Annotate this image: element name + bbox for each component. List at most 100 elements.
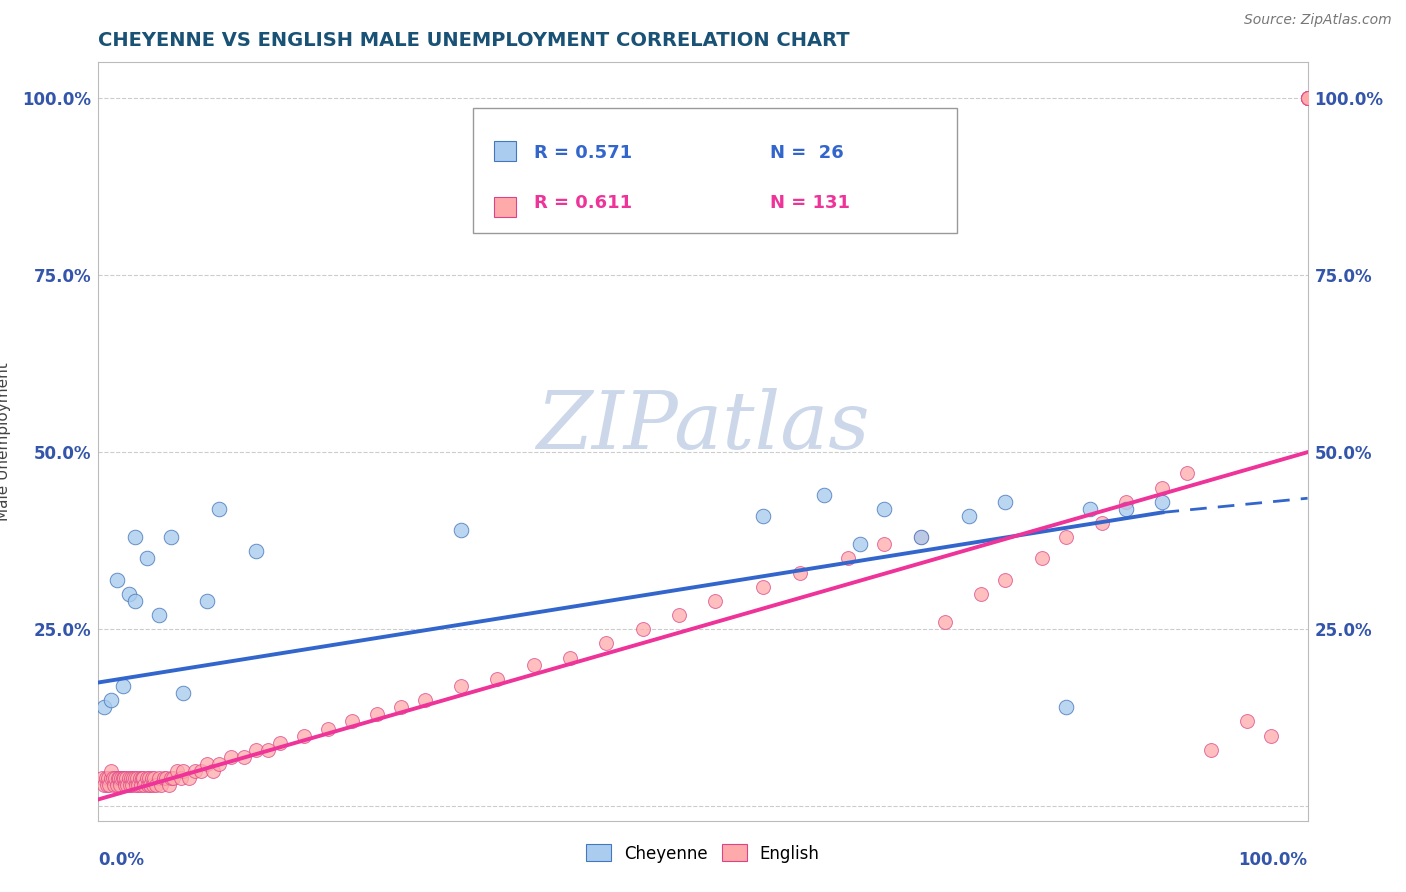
Point (122, 771, 145, 785)
Point (120, 771, 142, 785)
Point (142, 778, 165, 792)
Point (752, 580, 775, 594)
Point (101, 771, 124, 785)
Point (160, 530, 183, 544)
Text: N = 131: N = 131 (769, 194, 849, 212)
Point (1296, 91, 1319, 105)
Point (179, 771, 201, 785)
Point (389, 700, 412, 714)
Point (172, 686, 194, 700)
Point (100, 771, 122, 785)
Point (970, 587, 993, 601)
Point (103, 778, 125, 792)
Point (704, 594, 727, 608)
Point (129, 778, 152, 792)
Point (117, 778, 139, 792)
Point (125, 778, 148, 792)
Point (1115, 501, 1137, 516)
Point (1236, 714, 1258, 729)
Point (108, 778, 131, 792)
Point (148, 608, 170, 623)
Text: Source: ZipAtlas.com: Source: ZipAtlas.com (1244, 13, 1392, 28)
Point (152, 771, 174, 785)
Point (124, 771, 146, 785)
Point (93, 700, 115, 714)
Point (910, 530, 932, 544)
Point (668, 608, 690, 623)
Point (97, 771, 120, 785)
Point (813, 488, 835, 502)
Point (135, 771, 157, 785)
Point (139, 778, 162, 792)
Point (342, 714, 364, 729)
Point (1296, 91, 1319, 105)
Point (221, 750, 243, 764)
Point (232, 750, 254, 764)
Legend: Cheyenne, English: Cheyenne, English (579, 838, 827, 869)
Point (558, 650, 581, 665)
Point (121, 778, 143, 792)
Point (1296, 91, 1319, 105)
Text: N =  26: N = 26 (769, 144, 844, 161)
FancyBboxPatch shape (474, 108, 957, 233)
Point (1031, 551, 1053, 566)
Point (93, 778, 115, 792)
Point (136, 778, 159, 792)
Point (134, 778, 156, 792)
FancyBboxPatch shape (494, 197, 516, 218)
Point (789, 566, 811, 580)
Point (115, 771, 138, 785)
Point (1296, 91, 1319, 105)
Text: 100.0%: 100.0% (1239, 851, 1308, 869)
Point (450, 679, 472, 693)
Point (1152, 481, 1174, 495)
Point (96, 778, 118, 792)
FancyBboxPatch shape (494, 141, 516, 161)
Point (195, 594, 218, 608)
Point (413, 693, 436, 707)
Point (849, 537, 872, 551)
Point (110, 771, 132, 785)
Point (1296, 91, 1319, 105)
Point (1078, 501, 1101, 516)
Point (143, 771, 166, 785)
Point (105, 778, 128, 792)
Point (105, 573, 128, 587)
Point (160, 771, 183, 785)
Point (157, 778, 180, 792)
Point (208, 501, 231, 516)
Point (112, 771, 135, 785)
Point (1175, 467, 1198, 481)
Point (190, 764, 212, 778)
Point (256, 743, 278, 757)
Point (145, 778, 167, 792)
Point (245, 544, 267, 558)
Point (1152, 495, 1174, 509)
Point (111, 679, 134, 693)
Point (208, 756, 231, 771)
Point (1091, 516, 1114, 530)
Point (138, 771, 160, 785)
Point (107, 771, 129, 785)
Point (100, 764, 122, 778)
Point (172, 764, 194, 778)
Point (292, 729, 315, 743)
Point (1054, 700, 1077, 714)
Point (155, 771, 177, 785)
Point (118, 587, 141, 601)
Point (1054, 530, 1077, 544)
Point (94, 771, 117, 785)
Point (184, 764, 207, 778)
Point (108, 771, 131, 785)
Point (910, 530, 932, 544)
Point (135, 551, 157, 566)
Point (595, 636, 617, 650)
Text: ZIPatlas: ZIPatlas (536, 388, 870, 465)
Point (837, 551, 859, 566)
Point (127, 778, 149, 792)
Point (366, 707, 388, 722)
Point (873, 537, 896, 551)
Point (752, 508, 775, 523)
Point (245, 743, 267, 757)
Text: CHEYENNE VS ENGLISH MALE UNEMPLOYMENT CORRELATION CHART: CHEYENNE VS ENGLISH MALE UNEMPLOYMENT CO… (98, 30, 851, 50)
